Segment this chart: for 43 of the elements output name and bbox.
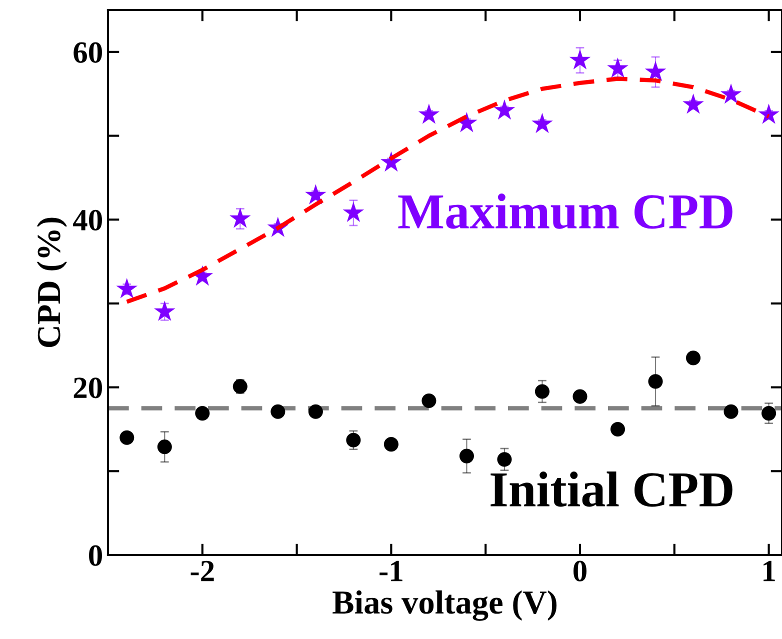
point	[648, 374, 663, 389]
point	[120, 430, 134, 445]
point	[308, 404, 323, 419]
point	[497, 452, 512, 467]
point	[384, 437, 398, 452]
point	[305, 184, 326, 204]
x-axis-title: Bias voltage (V)	[332, 590, 556, 621]
point	[230, 208, 251, 228]
point	[534, 384, 550, 399]
point	[494, 99, 516, 120]
point	[422, 393, 436, 408]
point	[418, 104, 440, 124]
point	[532, 112, 553, 134]
y-tick-label: 0	[89, 545, 102, 566]
point	[607, 57, 628, 78]
point	[644, 60, 666, 82]
x-tick-label: 1	[764, 560, 775, 582]
point	[682, 94, 704, 114]
point	[572, 389, 588, 404]
point	[569, 49, 591, 70]
y-tick-label: 40	[73, 210, 102, 231]
point	[762, 406, 776, 421]
point	[346, 432, 361, 448]
annotation: Initial CPD	[490, 472, 732, 507]
x-tick-label: 0	[574, 560, 586, 582]
x-tick-label: -1	[380, 560, 402, 582]
point	[610, 422, 626, 437]
y-tick-label: 60	[74, 42, 102, 63]
point	[116, 278, 138, 298]
y-axis-title: CPD (%)	[36, 218, 68, 348]
point	[720, 83, 742, 104]
annotation: Maximum CPD	[398, 194, 732, 229]
point	[157, 440, 172, 454]
x-tick-label: -2	[190, 560, 214, 582]
point	[154, 300, 176, 321]
point	[686, 350, 701, 366]
y-tick-label: 20	[74, 378, 102, 398]
point	[724, 404, 738, 419]
point	[758, 104, 780, 124]
point	[195, 406, 210, 421]
point	[459, 448, 474, 464]
point	[270, 404, 286, 419]
point	[342, 202, 364, 222]
